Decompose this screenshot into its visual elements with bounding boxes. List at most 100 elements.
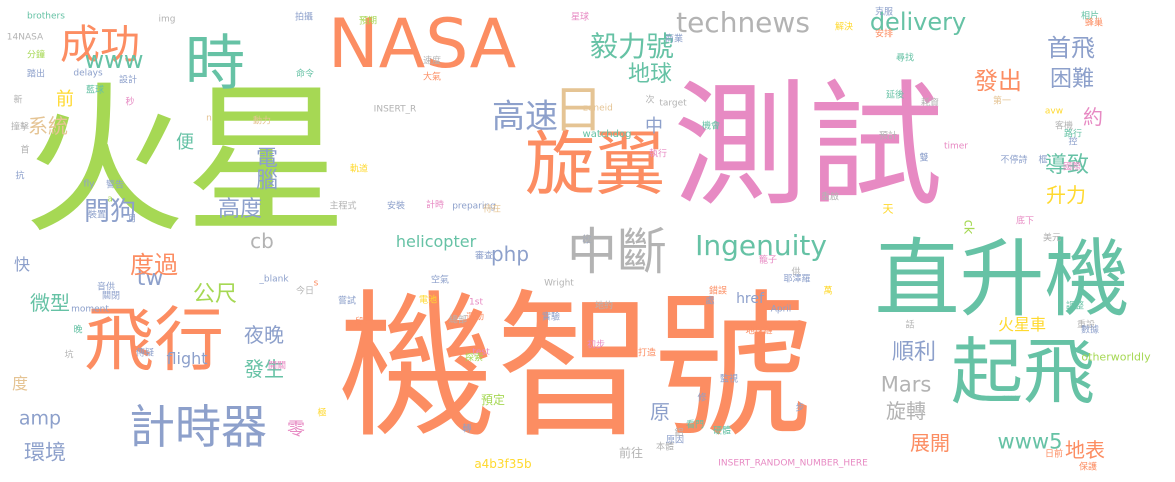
cloud-word: 系統	[28, 114, 68, 138]
cloud-word: 數據	[1080, 325, 1100, 336]
cloud-word: 看門	[685, 420, 705, 431]
cloud-word: 解決	[834, 22, 854, 33]
cloud-word: Wright	[544, 278, 574, 289]
cloud-word: 傳疑	[135, 348, 155, 359]
cloud-word: 籠子	[758, 255, 778, 266]
cloud-word: a4b3f35b	[474, 457, 532, 471]
cloud-word: 安排	[874, 29, 894, 40]
cloud-word: 飛行	[84, 299, 224, 381]
cloud-word: 耶澤羅	[783, 274, 811, 285]
cloud-word: 度過	[130, 251, 178, 279]
cloud-word: 極	[317, 408, 327, 419]
cloud-word: zoneid	[583, 103, 613, 114]
cloud-word: 初步	[586, 340, 606, 351]
cloud-word: 延後	[885, 90, 905, 101]
cloud-word: 裝置	[87, 210, 107, 221]
cloud-word: www5	[997, 429, 1063, 454]
cloud-word: 測試	[673, 67, 943, 225]
cloud-word: NASA	[327, 5, 517, 84]
cloud-word: 動力	[252, 116, 272, 127]
cloud-word: 預計	[878, 131, 898, 142]
cloud-word: 探索	[464, 353, 484, 364]
cloud-word: avw	[1044, 106, 1064, 117]
cloud-word: 公尺	[192, 282, 238, 307]
cloud-word: php	[490, 242, 530, 266]
cloud-word: 相片	[1080, 11, 1100, 22]
cloud-word: 前	[56, 89, 74, 110]
cloud-word: 寶	[582, 235, 592, 246]
cloud-word: 高速	[492, 96, 558, 136]
cloud-word: 地約	[594, 301, 614, 312]
cloud-word: 地球鏈	[745, 326, 773, 337]
cloud-word: 14NASA	[6, 32, 44, 43]
cloud-word: 運動	[465, 312, 485, 323]
cloud-word: 空氣	[430, 275, 450, 286]
cloud-word: tw	[136, 266, 164, 291]
cloud-word: 火星車	[997, 315, 1047, 334]
cloud-word: 關閉	[101, 291, 121, 302]
cloud-word: 克服	[874, 7, 894, 18]
cloud-word: 首飛	[1047, 34, 1095, 62]
cloud-word: 日前	[1044, 449, 1064, 460]
cloud-word: 話	[905, 320, 915, 331]
cloud-word: 段階	[354, 317, 374, 328]
cloud-word: 美元	[1042, 233, 1062, 244]
cloud-word: 警告	[105, 180, 125, 191]
cloud-word: 安裝	[386, 201, 406, 212]
cloud-word: 月	[127, 214, 137, 225]
cloud-word: 待在	[482, 204, 502, 215]
cloud-word: 軌道	[349, 164, 369, 175]
cloud-word: 火星	[23, 68, 347, 256]
cloud-word: timer	[943, 141, 969, 152]
cloud-word: 分鐘	[26, 50, 46, 61]
cloud-word: 計時	[425, 200, 445, 211]
cloud-word: 速度	[422, 56, 442, 67]
cloud-word: 重啟	[820, 192, 840, 203]
cloud-word: 起飛	[950, 330, 1096, 414]
cloud-word: 處	[705, 296, 715, 307]
cloud-word: img	[158, 14, 176, 25]
cloud-word: 保護	[1078, 462, 1098, 473]
cloud-word: 機會	[701, 121, 721, 132]
cloud-word: delays	[73, 68, 103, 79]
cloud-word: 理	[582, 235, 592, 246]
cloud-word: 抗	[15, 171, 25, 182]
cloud-word: www	[84, 46, 144, 74]
cloud-word: 大氣	[422, 72, 442, 83]
cloud-word: 前往	[618, 446, 644, 460]
cloud-word: 原因	[665, 435, 685, 446]
cloud-word: 今日	[295, 286, 315, 297]
cloud-word: 硬體	[712, 426, 732, 437]
cloud-word: 調整	[1065, 301, 1085, 312]
cloud-word: src	[249, 186, 263, 197]
cloud-word: watchdog	[582, 129, 632, 140]
cloud-word: April	[770, 304, 792, 315]
cloud-word: 新	[13, 95, 23, 106]
cloud-word: 原	[650, 400, 670, 424]
cloud-word: 發出	[974, 67, 1022, 95]
cloud-word: 次	[645, 95, 655, 106]
cloud-word: 命	[582, 235, 592, 246]
cloud-word: 重設	[1076, 320, 1096, 331]
cloud-word: 執行	[648, 149, 668, 160]
cloud-word: 實驗	[541, 312, 561, 323]
cloud-word: otherworldly	[1081, 350, 1151, 364]
cloud-word: 枚	[582, 235, 592, 246]
cloud-word: 設計	[118, 75, 138, 86]
cloud-word: 商業	[664, 34, 684, 45]
cloud-word: 晚	[73, 325, 83, 336]
cloud-word: 萬	[823, 286, 833, 297]
cloud-word: 尋找	[895, 53, 915, 64]
cloud-word: 音供	[96, 282, 116, 293]
cloud-word: INSERT_RANDOM_NUMBER_HERE	[718, 458, 868, 469]
cloud-word: 地表	[1065, 438, 1105, 462]
cloud-word: 發生	[244, 357, 284, 381]
cloud-word: 預定	[480, 393, 506, 407]
cloud-word: 門狗	[83, 197, 137, 227]
cloud-word: 中	[645, 116, 663, 137]
cloud-word: target	[659, 98, 687, 109]
cloud-word: 電腦	[252, 146, 277, 190]
cloud-word: s	[313, 278, 319, 289]
cloud-word: preparing	[452, 201, 496, 212]
